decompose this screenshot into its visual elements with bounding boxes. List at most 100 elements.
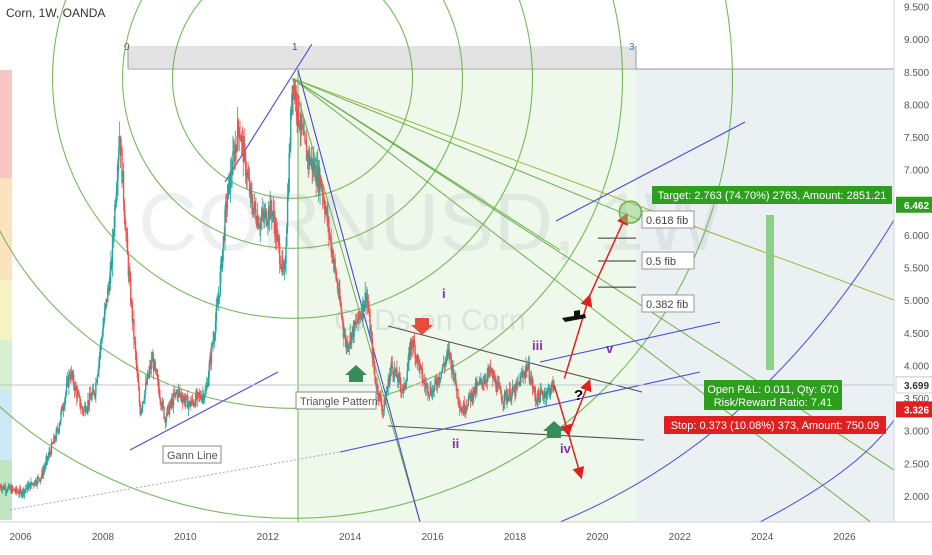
- candle-body: [52, 443, 54, 444]
- candle-body: [379, 393, 381, 397]
- candle-body: [278, 244, 281, 264]
- candle-body: [7, 487, 9, 491]
- candle-body: [491, 371, 493, 372]
- candle-body: [291, 85, 294, 112]
- candle-body: [79, 396, 81, 407]
- candle-body: [212, 339, 214, 346]
- candle-body: [495, 378, 497, 389]
- candle-body: [459, 407, 462, 409]
- candle-body: [397, 374, 400, 382]
- candle-body: [2, 485, 4, 488]
- time-tick-label: 2022: [669, 532, 692, 543]
- candle-body: [126, 236, 129, 256]
- candle-body: [389, 374, 391, 386]
- fib-label: 0.5 fib: [646, 256, 676, 268]
- candle-body: [24, 489, 27, 491]
- candle-body: [443, 365, 446, 367]
- candle-body: [306, 152, 309, 161]
- candle-body: [273, 210, 275, 223]
- candle-body: [199, 394, 202, 398]
- candle-body: [13, 489, 15, 492]
- candle-body: [161, 401, 164, 408]
- candle-body: [481, 378, 483, 382]
- candle-body: [29, 483, 31, 489]
- candle-body: [33, 484, 35, 486]
- price-marker-bg: [896, 196, 932, 213]
- candle-body: [419, 364, 422, 366]
- candle-body: [220, 258, 222, 273]
- candle-body: [531, 378, 534, 388]
- candle-body: [312, 161, 314, 171]
- candle-body: [277, 234, 279, 239]
- candle-body: [261, 211, 263, 218]
- trend-line: [297, 69, 421, 523]
- candle-body: [114, 204, 116, 228]
- price-marker-label: 3.699: [904, 381, 929, 392]
- candle-body: [522, 373, 525, 376]
- candle-body: [395, 368, 397, 373]
- candle-body: [47, 456, 50, 460]
- candle-body: [477, 383, 480, 385]
- candle-body: [133, 318, 135, 340]
- candle-body: [358, 315, 361, 318]
- candle-body: [85, 410, 88, 413]
- candle-body: [177, 389, 179, 397]
- candle-body: [286, 227, 288, 247]
- candle-body: [232, 151, 234, 174]
- candle-body: [96, 375, 99, 383]
- candle-body: [350, 333, 352, 344]
- candle-body: [99, 342, 102, 352]
- candle-body: [465, 406, 467, 412]
- candle-body: [152, 358, 154, 362]
- candle-body: [419, 364, 421, 371]
- candle-body: [407, 363, 409, 372]
- candle-body: [416, 355, 418, 362]
- candle-body: [492, 371, 494, 379]
- candle-body: [214, 321, 217, 336]
- candle-body: [262, 211, 264, 215]
- gann-line-label-box: [162, 445, 222, 464]
- candle-body: [122, 170, 125, 203]
- candle-body: [163, 406, 165, 419]
- candle-body: [187, 403, 190, 409]
- candle-body: [547, 388, 549, 390]
- candle-body: [68, 374, 70, 387]
- candle-body: [153, 361, 156, 371]
- projection-arrow: [567, 378, 592, 435]
- candle-body: [238, 127, 240, 138]
- candle-body: [333, 259, 336, 262]
- candle-body: [60, 411, 62, 421]
- candle-body: [473, 387, 475, 397]
- candle-body: [217, 297, 220, 304]
- candle-body: [8, 485, 10, 488]
- candle-body: [134, 341, 137, 353]
- candle-body: [339, 288, 341, 302]
- candle-body: [510, 398, 512, 401]
- candle-body: [437, 377, 439, 386]
- candle-body: [242, 137, 244, 162]
- candle-body: [433, 385, 435, 392]
- candle-body: [95, 382, 98, 383]
- candle-body: [544, 392, 546, 395]
- candle-body: [351, 332, 353, 344]
- candle-body: [160, 399, 162, 406]
- candle-body: [412, 339, 415, 348]
- candle-body: [410, 340, 412, 356]
- candle-body: [471, 391, 473, 401]
- candle-body: [517, 382, 519, 384]
- candle-body: [418, 360, 420, 371]
- candle-body: [142, 401, 145, 403]
- candle-body: [394, 369, 397, 373]
- candle-body: [439, 379, 441, 382]
- candle-body: [191, 399, 194, 402]
- candle-body: [97, 369, 99, 376]
- candle-body: [427, 393, 430, 395]
- candle-body: [354, 321, 356, 325]
- candle-body: [409, 346, 412, 356]
- candle-body: [549, 388, 551, 396]
- candle-body: [318, 166, 320, 192]
- candle-body: [304, 133, 306, 142]
- candle-body: [551, 381, 553, 385]
- candle-body: [367, 303, 370, 312]
